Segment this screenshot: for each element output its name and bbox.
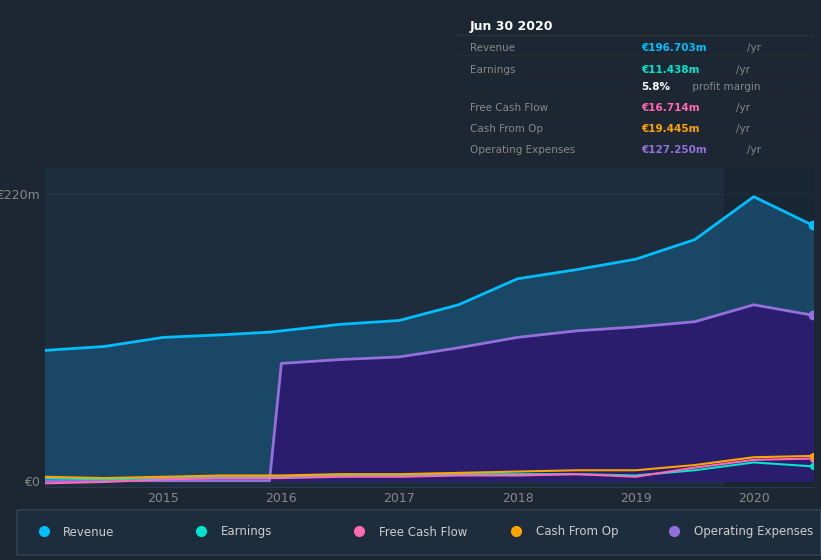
Text: Earnings: Earnings [221, 525, 273, 539]
Text: profit margin: profit margin [689, 82, 760, 91]
Text: €127.250m: €127.250m [641, 144, 707, 155]
Text: Free Cash Flow: Free Cash Flow [378, 525, 467, 539]
Text: /yr: /yr [736, 102, 750, 113]
Text: €11.438m: €11.438m [641, 65, 699, 75]
Text: Revenue: Revenue [63, 525, 115, 539]
Text: Earnings: Earnings [470, 65, 516, 75]
Text: €196.703m: €196.703m [641, 43, 707, 53]
Text: /yr: /yr [747, 43, 761, 53]
Text: 5.8%: 5.8% [641, 82, 671, 91]
Bar [724, 168, 813, 487]
Text: /yr: /yr [747, 144, 761, 155]
Text: Operating Expenses: Operating Expenses [470, 144, 576, 155]
Text: Cash From Op: Cash From Op [470, 124, 543, 134]
Text: Operating Expenses: Operating Expenses [694, 525, 813, 539]
Text: /yr: /yr [736, 124, 750, 134]
FancyBboxPatch shape [16, 510, 821, 555]
Text: Jun 30 2020: Jun 30 2020 [470, 20, 553, 33]
Text: €19.445m: €19.445m [641, 124, 699, 134]
Text: €16.714m: €16.714m [641, 102, 700, 113]
Text: Free Cash Flow: Free Cash Flow [470, 102, 548, 113]
Text: Revenue: Revenue [470, 43, 515, 53]
Text: Cash From Op: Cash From Op [536, 525, 619, 539]
Text: /yr: /yr [736, 65, 750, 75]
